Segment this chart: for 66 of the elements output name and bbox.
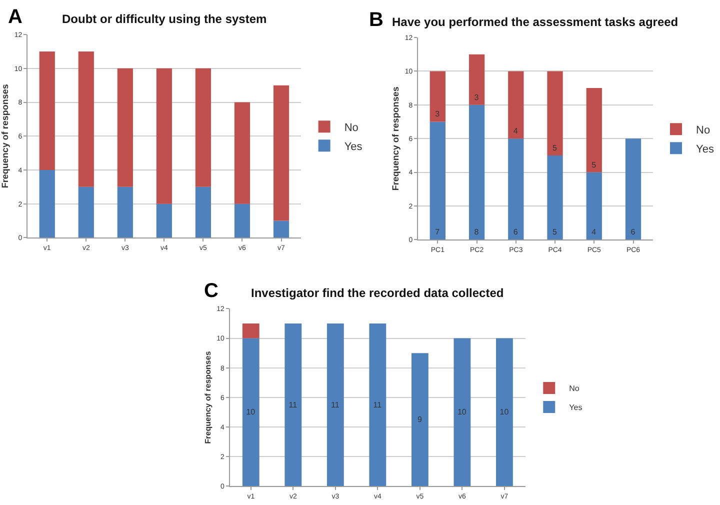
bar	[508, 71, 524, 139]
bar	[273, 220, 290, 238]
bar	[242, 338, 260, 486]
chart-title: Doubt or difficulty using the system	[62, 12, 267, 26]
data-label: 5	[592, 160, 597, 170]
bar	[273, 85, 290, 221]
y-axis-title: Frequency of responses	[390, 86, 400, 191]
bar	[234, 204, 250, 238]
legend-label: Yes	[344, 140, 363, 153]
text: A	[8, 6, 22, 28]
data-label: 5	[552, 228, 558, 237]
legend-label: Yes	[569, 403, 582, 412]
data-label: 10	[457, 408, 467, 417]
data-label: 6	[630, 228, 636, 237]
bar	[78, 51, 94, 187]
y-axis-title: Frequency of responses	[0, 84, 10, 188]
data-label: 3	[474, 92, 480, 102]
bar	[586, 172, 602, 240]
data-label: 10	[246, 408, 256, 417]
bar	[156, 68, 172, 204]
data-label: 6	[513, 228, 518, 237]
bar	[369, 323, 386, 486]
data-label: 9	[417, 415, 422, 424]
bar	[195, 186, 212, 238]
bar	[454, 338, 471, 486]
bar	[468, 104, 485, 240]
text: C	[204, 280, 218, 302]
bar	[156, 204, 172, 238]
bar	[117, 68, 133, 187]
bar	[430, 122, 446, 240]
chart-title: Have you performed the assessment tasks agreed	[392, 15, 678, 29]
bar	[39, 51, 55, 170]
bar	[625, 138, 642, 240]
data-label: 11	[288, 400, 298, 410]
bar	[195, 68, 212, 187]
data-label: 4	[513, 126, 518, 136]
data-label: 4	[592, 228, 597, 237]
bar	[117, 186, 133, 238]
text: B	[369, 9, 384, 31]
bar	[326, 323, 344, 486]
bar	[411, 353, 428, 486]
data-label: 3	[435, 110, 440, 119]
legend-label: Yes	[696, 143, 714, 156]
data-label: 11	[330, 400, 340, 410]
bar	[284, 323, 302, 486]
y-axis-title: Frequency of responses	[203, 350, 212, 444]
bar	[547, 155, 563, 240]
bar	[586, 88, 602, 172]
bar	[242, 323, 260, 338]
data-label: 11	[373, 400, 382, 410]
bar	[39, 170, 55, 238]
bar	[468, 54, 485, 105]
chart-title: Investigator find the recorded data collected	[251, 286, 504, 300]
bar	[496, 338, 513, 486]
data-label: 10	[500, 408, 510, 417]
data-label: 7	[435, 228, 440, 237]
bar	[547, 71, 563, 156]
bar	[430, 71, 446, 122]
legend-label: No	[696, 124, 710, 136]
bar	[508, 138, 524, 240]
legend-label: No	[344, 122, 358, 134]
bar	[78, 186, 94, 238]
data-label: 5	[552, 143, 558, 152]
legend-label: No	[569, 384, 580, 394]
bar	[234, 102, 250, 204]
data-label: 8	[474, 228, 480, 237]
